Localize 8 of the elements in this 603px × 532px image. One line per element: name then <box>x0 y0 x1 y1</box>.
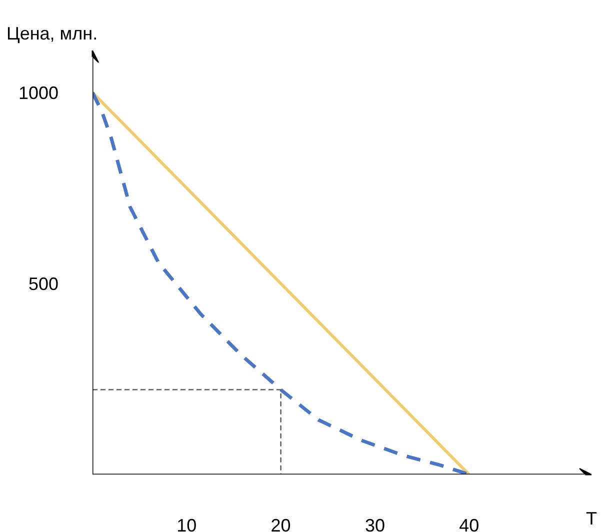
x-axis-title: T <box>586 508 597 528</box>
y-tick-label: 1000 <box>18 83 59 104</box>
x-tick-label: 40 <box>459 516 480 532</box>
x-tick-label: 10 <box>176 516 197 532</box>
y-tick-label: 500 <box>28 274 59 294</box>
x-tick-label: 30 <box>364 516 385 532</box>
y-axis-title: Цена, млн. <box>6 24 98 44</box>
x-tick-label: 20 <box>270 516 291 532</box>
